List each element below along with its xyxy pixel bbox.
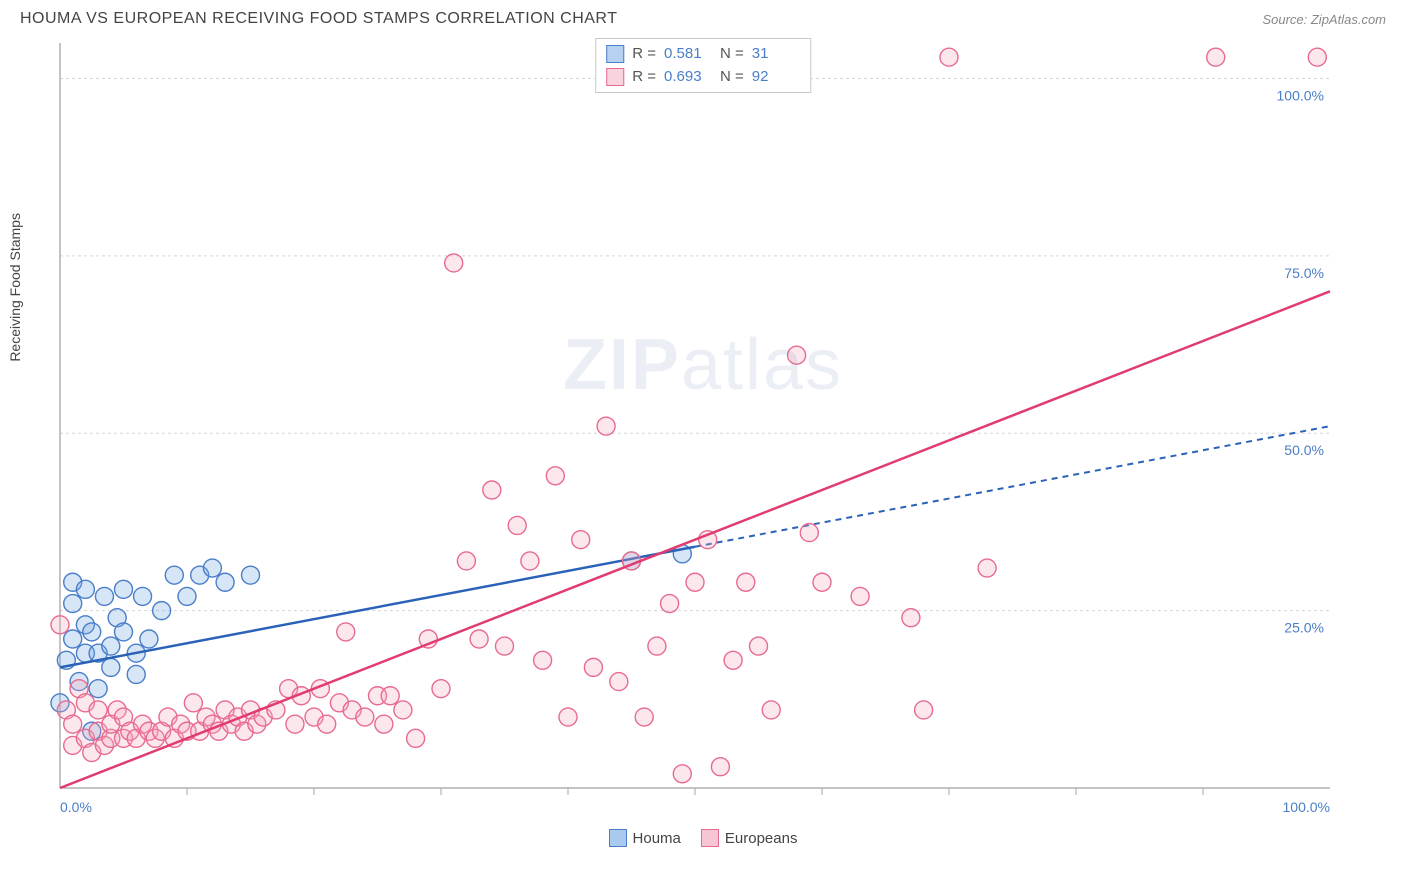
stats-row: R =0.581N =31 bbox=[606, 43, 800, 66]
legend-item: Houma bbox=[609, 829, 681, 847]
stats-row: R =0.693N =92 bbox=[606, 66, 800, 89]
chart-title: HOUMA VS EUROPEAN RECEIVING FOOD STAMPS … bbox=[20, 10, 617, 28]
chart-area: Receiving Food Stamps 25.0%50.0%75.0%100… bbox=[20, 33, 1386, 823]
svg-text:0.0%: 0.0% bbox=[60, 799, 92, 815]
source-label: Source: ZipAtlas.com bbox=[1262, 12, 1386, 27]
legend-item: Europeans bbox=[701, 829, 798, 847]
stats-legend: R =0.581N =31R =0.693N =92 bbox=[595, 38, 811, 93]
svg-text:100.0%: 100.0% bbox=[1283, 799, 1330, 815]
svg-text:75.0%: 75.0% bbox=[1284, 265, 1324, 281]
svg-text:100.0%: 100.0% bbox=[1277, 87, 1324, 103]
svg-text:50.0%: 50.0% bbox=[1284, 442, 1324, 458]
svg-text:25.0%: 25.0% bbox=[1284, 620, 1324, 636]
series-legend: Houma Europeans bbox=[0, 829, 1406, 847]
y-axis-label: Receiving Food Stamps bbox=[7, 213, 23, 362]
scatter-chart: 25.0% 50.0% 75.0% 100.0% 0.0% 100.0% bbox=[20, 33, 1340, 823]
